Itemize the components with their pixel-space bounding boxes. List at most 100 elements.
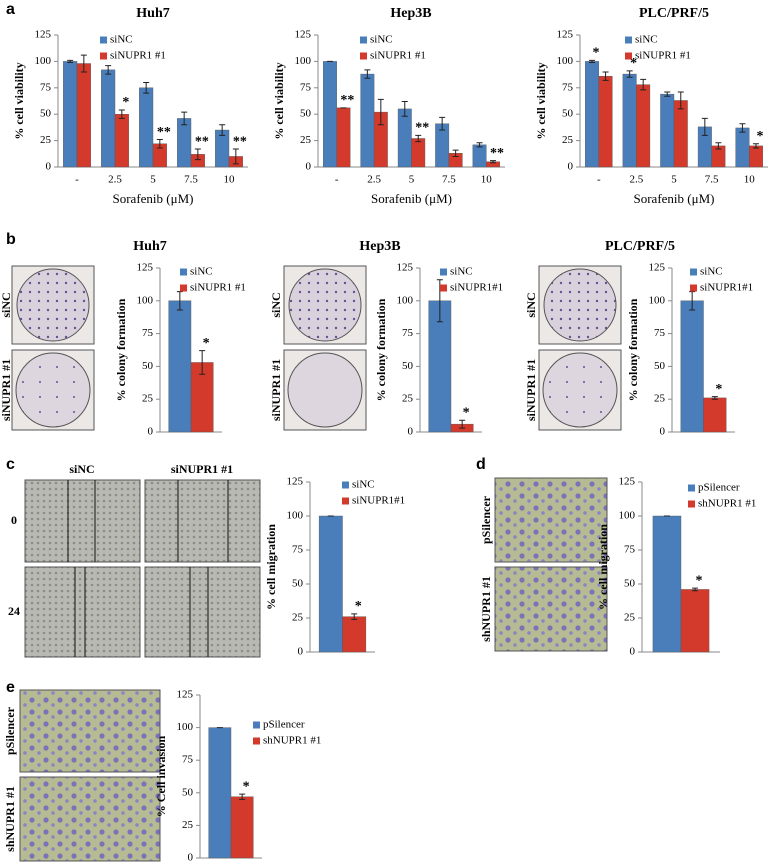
- error-bar: [677, 91, 684, 110]
- error-bar: [452, 149, 459, 157]
- y-tick-label: 0: [408, 426, 414, 438]
- y-tick-label: 50: [182, 786, 194, 798]
- y-tick-label: 0: [660, 426, 666, 438]
- error-bar: [739, 123, 746, 133]
- error-bar: [105, 65, 112, 75]
- bar: [411, 138, 426, 168]
- row-label: shNUPR1 #1: [479, 576, 493, 642]
- y-tick-label: 0: [188, 852, 194, 864]
- bar: [360, 73, 375, 168]
- error-bar: [232, 148, 239, 165]
- x-tick-label: 7.5: [184, 174, 198, 186]
- legend-label: pSilencer: [698, 482, 740, 494]
- chart-title: Hep3B: [390, 6, 431, 21]
- y-tick-label: 50: [624, 578, 636, 590]
- chart-title: Huh7: [133, 239, 166, 254]
- bar: [680, 300, 704, 433]
- legend-swatch: [440, 268, 447, 276]
- legend-label: siNUPR1 #1: [110, 50, 166, 62]
- error-bar: [711, 396, 718, 400]
- y-tick-label: 50: [300, 108, 312, 120]
- y-tick-label: 50: [292, 578, 304, 590]
- y-tick-label: 25: [292, 612, 304, 624]
- photo: [288, 268, 362, 342]
- y-tick-label: 100: [619, 510, 636, 522]
- x-tick-label: 2.5: [367, 174, 381, 186]
- legend-label: pSilencer: [263, 719, 305, 731]
- photo: [19, 776, 161, 862]
- bar: [636, 84, 651, 168]
- photo: [494, 477, 608, 563]
- error-bar: [181, 111, 188, 126]
- photo: [542, 352, 618, 428]
- y-axis-label: % cell viability: [272, 62, 286, 139]
- x-tick-label: 10: [224, 174, 236, 186]
- x-axis-label: Sorafenib (μM): [371, 191, 452, 206]
- bar: [323, 61, 337, 168]
- y-axis-label: % colony formation: [626, 298, 640, 401]
- y-tick-label: 100: [287, 510, 304, 522]
- y-tick-label: 100: [137, 294, 154, 306]
- y-tick-label: 25: [182, 819, 194, 831]
- x-tick-label: 2.5: [108, 174, 122, 186]
- significance: **: [415, 121, 429, 136]
- error-bar: [626, 70, 633, 78]
- wound-edges: [67, 480, 229, 657]
- legend-swatch: [253, 721, 260, 729]
- bar: [230, 796, 254, 859]
- legend-swatch: [360, 36, 367, 44]
- legend-label: siNC: [700, 266, 723, 278]
- chart-title: PLC/PRF/5: [605, 239, 675, 254]
- y-tick-label: 125: [137, 262, 154, 274]
- bar: [652, 515, 682, 653]
- panel-label: c: [6, 456, 15, 473]
- x-tick-label: 2.5: [630, 174, 644, 186]
- panel-label: e: [6, 679, 15, 696]
- error-bar: [176, 291, 183, 311]
- significance: **: [195, 134, 209, 149]
- y-tick-label: 50: [402, 360, 414, 372]
- error-bar: [459, 419, 466, 429]
- y-tick-label: 25: [40, 134, 52, 146]
- legend-label: siNC: [352, 479, 375, 491]
- legend-label: shNUPR1 #1: [263, 735, 321, 747]
- x-tick-label: -: [335, 174, 339, 186]
- row-label: siNUPR1 #1: [0, 359, 13, 421]
- error-bar: [239, 793, 246, 800]
- significance: *: [203, 336, 210, 351]
- legend-swatch: [690, 284, 697, 292]
- significance: *: [122, 95, 129, 110]
- y-tick-label: 100: [557, 55, 574, 67]
- legend-swatch: [342, 481, 349, 489]
- y-tick-label: 25: [624, 612, 636, 624]
- y-axis-label: % colony formation: [114, 298, 128, 401]
- legend-swatch: [690, 268, 697, 276]
- x-tick-label: 5: [409, 174, 415, 186]
- row-label: shNUPR1 #1: [3, 786, 17, 852]
- y-tick-label: 100: [397, 294, 414, 306]
- bar: [660, 93, 675, 168]
- y-tick-label: 50: [654, 360, 666, 372]
- significance: *: [243, 779, 250, 794]
- legend-label: siNC: [450, 266, 473, 278]
- error-bar: [490, 160, 497, 164]
- y-tick-label: 0: [306, 161, 312, 173]
- y-tick-label: 50: [142, 360, 154, 372]
- error-bar: [156, 139, 163, 149]
- photo: [287, 352, 363, 428]
- significance: **: [340, 93, 354, 108]
- bar: [749, 145, 763, 168]
- error-bar: [118, 109, 125, 119]
- bar: [76, 63, 91, 168]
- y-tick-label: 0: [630, 646, 636, 658]
- y-tick-label: 25: [142, 393, 154, 405]
- y-tick-label: 25: [402, 393, 414, 405]
- y-tick-label: 25: [562, 134, 574, 146]
- row-label: 24: [8, 604, 20, 618]
- legend-label: siNC: [190, 266, 213, 278]
- row-label: pSilencer: [479, 495, 493, 544]
- photo: [144, 479, 261, 563]
- y-tick-label: 75: [40, 81, 52, 93]
